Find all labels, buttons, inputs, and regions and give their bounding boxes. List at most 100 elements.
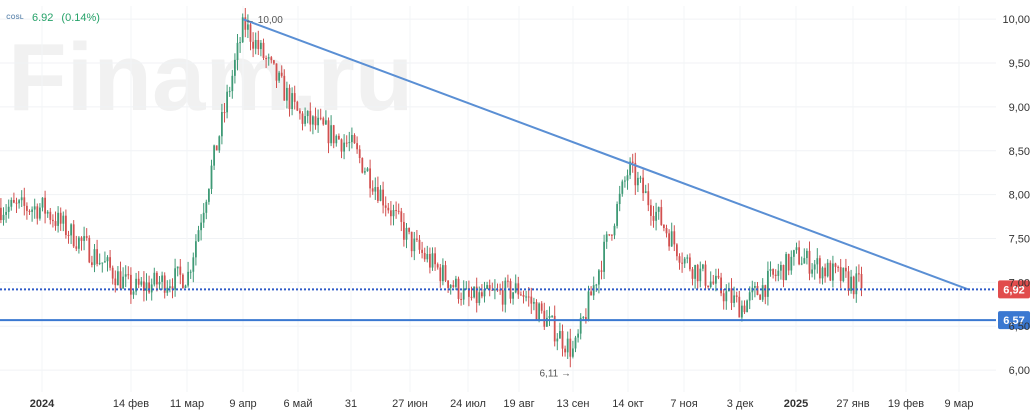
candle bbox=[626, 169, 629, 190]
candle-body bbox=[145, 282, 148, 291]
candle-body bbox=[572, 348, 574, 357]
candle-body bbox=[811, 269, 813, 274]
candle bbox=[395, 201, 397, 219]
candle bbox=[715, 268, 717, 292]
candle-body bbox=[117, 271, 119, 286]
candle bbox=[247, 14, 249, 39]
candle bbox=[780, 261, 782, 280]
candle-body bbox=[353, 135, 356, 144]
candle-body bbox=[44, 197, 46, 214]
candle bbox=[481, 284, 483, 299]
candle-body bbox=[780, 264, 782, 271]
candle bbox=[829, 260, 832, 282]
candle bbox=[392, 204, 395, 226]
candle-body bbox=[460, 298, 462, 300]
candle bbox=[543, 302, 546, 330]
candle-body bbox=[702, 264, 704, 269]
candle bbox=[442, 258, 444, 286]
candle-body bbox=[657, 207, 660, 212]
candle-body bbox=[598, 270, 600, 285]
candle bbox=[540, 301, 543, 314]
candle-body bbox=[483, 289, 486, 297]
candle bbox=[343, 134, 345, 160]
candle bbox=[475, 277, 478, 313]
candle-body bbox=[522, 295, 525, 297]
candle bbox=[312, 115, 314, 135]
candle bbox=[418, 234, 421, 254]
candle bbox=[741, 300, 743, 322]
candle-body bbox=[798, 247, 800, 265]
candle-body bbox=[590, 291, 592, 296]
candle-body bbox=[114, 278, 117, 286]
candle bbox=[468, 280, 470, 307]
candle-body bbox=[296, 101, 299, 111]
candle bbox=[241, 13, 244, 43]
candle bbox=[761, 278, 764, 302]
candle bbox=[416, 229, 418, 242]
candle-body bbox=[507, 280, 509, 282]
candle-body bbox=[91, 262, 93, 265]
candle bbox=[83, 226, 85, 251]
candle-body bbox=[31, 209, 33, 212]
candle bbox=[390, 201, 392, 226]
candle bbox=[767, 261, 769, 306]
candle bbox=[85, 228, 88, 241]
candle bbox=[301, 111, 304, 131]
candle bbox=[39, 203, 41, 221]
candle bbox=[852, 275, 855, 299]
candle-body bbox=[293, 93, 296, 102]
price-change-text: (0.14%) bbox=[61, 12, 100, 24]
candle-body bbox=[447, 280, 449, 288]
candle bbox=[668, 229, 670, 251]
candle-body bbox=[260, 42, 262, 50]
candle-body bbox=[704, 264, 707, 286]
candle bbox=[270, 55, 273, 64]
candle-body bbox=[335, 135, 338, 144]
candle-body bbox=[694, 265, 696, 279]
candle bbox=[5, 204, 7, 223]
candle-body bbox=[189, 271, 192, 273]
candle bbox=[67, 230, 70, 244]
candle-body bbox=[655, 211, 657, 221]
candle-body bbox=[756, 285, 759, 295]
x-tick-label: 14 фев bbox=[113, 398, 149, 410]
candle-body bbox=[7, 206, 10, 212]
candle bbox=[460, 292, 462, 306]
candle bbox=[759, 293, 761, 301]
candle-body bbox=[153, 272, 156, 285]
candle bbox=[691, 266, 694, 286]
candle-body bbox=[213, 145, 215, 166]
candle bbox=[785, 251, 787, 281]
candle bbox=[676, 243, 678, 261]
candle bbox=[707, 285, 709, 289]
candle-body bbox=[494, 289, 496, 291]
candle-body bbox=[423, 252, 426, 260]
candle bbox=[717, 268, 720, 280]
candle bbox=[265, 55, 267, 69]
candle bbox=[681, 252, 683, 273]
candle-body bbox=[829, 262, 832, 281]
candle-body bbox=[65, 215, 67, 235]
candle-body bbox=[62, 215, 65, 224]
candle-body bbox=[624, 180, 626, 182]
x-tick-label: 24 июл bbox=[450, 398, 486, 410]
candle-body bbox=[556, 338, 559, 342]
candle bbox=[592, 276, 595, 301]
candle bbox=[629, 157, 631, 180]
candle bbox=[720, 272, 722, 297]
candle-body bbox=[57, 212, 59, 226]
candle-body bbox=[608, 234, 611, 236]
candle bbox=[496, 283, 499, 292]
candle-body bbox=[434, 253, 436, 265]
candle-body bbox=[18, 200, 20, 204]
candle bbox=[834, 262, 837, 274]
candle bbox=[46, 210, 49, 218]
candle-body bbox=[800, 263, 803, 265]
candle-body bbox=[132, 291, 135, 295]
candle-body bbox=[400, 211, 403, 222]
candle bbox=[111, 265, 114, 285]
candle-body bbox=[772, 269, 774, 275]
candle bbox=[673, 225, 676, 252]
